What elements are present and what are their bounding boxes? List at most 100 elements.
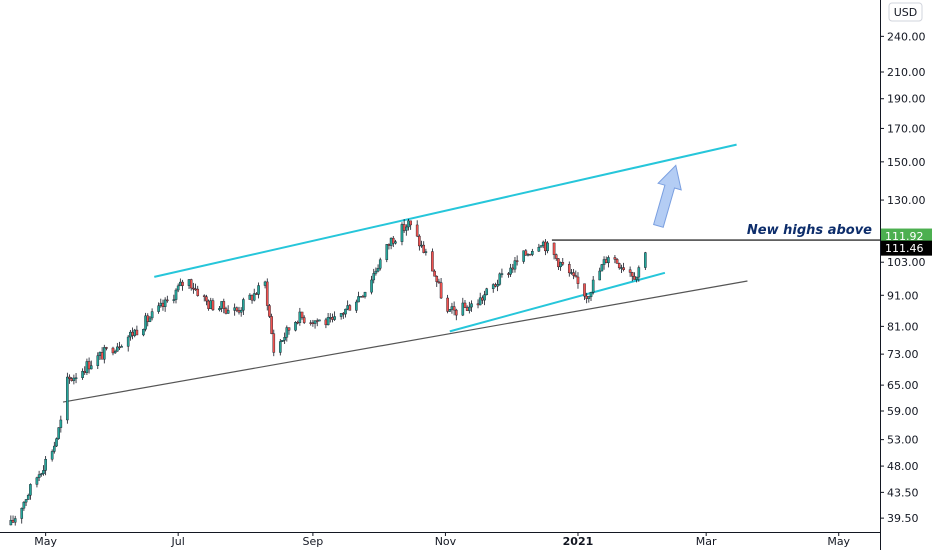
price-axis[interactable]: 39.50 43.50 48.00 53.00 59.00 65.00 73.00 81.00…	[880, 0, 926, 550]
time-tick-label: Mar	[696, 535, 717, 548]
candle	[424, 248, 428, 256]
candle	[309, 320, 313, 326]
candle	[498, 272, 502, 286]
candle	[324, 317, 328, 329]
candle	[116, 342, 119, 352]
candle-body	[617, 263, 621, 269]
candle	[644, 251, 647, 270]
candle-body	[220, 301, 223, 309]
candle	[29, 483, 32, 500]
candle-body	[120, 346, 123, 348]
candle	[355, 299, 358, 313]
time-axis[interactable]: May Jul Sep Nov 2021 Mar May	[0, 532, 880, 548]
candle-body	[302, 317, 306, 323]
candle-body	[355, 301, 358, 311]
candle	[59, 415, 63, 433]
candle-body	[242, 299, 245, 311]
candle-body	[66, 376, 69, 421]
candle	[554, 253, 558, 261]
candle-body	[389, 237, 393, 246]
candle	[513, 256, 517, 273]
candle	[635, 276, 638, 283]
candle-body	[255, 293, 258, 295]
candle-body	[483, 294, 486, 301]
candle-body	[98, 352, 102, 356]
candle-body	[422, 244, 426, 253]
candle-body	[174, 289, 178, 300]
candle	[83, 366, 87, 375]
candle	[552, 242, 556, 260]
candle	[257, 282, 260, 299]
currency-button[interactable]: USD	[888, 2, 923, 22]
candle	[541, 240, 545, 249]
candle	[72, 374, 76, 385]
candle-body	[72, 377, 76, 381]
candle	[35, 476, 39, 488]
candle-body	[454, 309, 458, 316]
price-tick-label: 65.00	[887, 379, 919, 392]
candle-body	[494, 284, 497, 287]
candle-body	[437, 281, 441, 284]
price-tick-label: 73.00	[887, 348, 919, 361]
candle	[511, 263, 515, 273]
level-price-badge-bg	[881, 228, 932, 244]
candle-body	[53, 445, 56, 452]
candle	[454, 308, 458, 321]
candle-body	[59, 419, 63, 428]
candle-body	[68, 376, 71, 379]
candle-body	[287, 327, 291, 331]
candle-body	[446, 297, 449, 312]
candle-body	[604, 259, 608, 264]
candle-body	[559, 262, 562, 268]
candle-body	[105, 347, 108, 349]
candle-body	[129, 331, 132, 338]
candle-body	[507, 273, 510, 275]
candle-body	[537, 247, 541, 252]
candle-body	[207, 300, 210, 309]
candle-body	[263, 281, 267, 286]
candle	[561, 257, 565, 266]
candle-body	[85, 361, 89, 373]
candle	[602, 256, 606, 270]
candle	[272, 329, 276, 357]
candle	[278, 339, 282, 356]
price-tick-label: 190.00	[887, 93, 926, 106]
candle	[11, 515, 15, 523]
candle-body	[405, 226, 408, 231]
candle	[172, 294, 176, 304]
last-price-badge: 111.46	[881, 240, 932, 256]
candle-body	[485, 288, 489, 295]
candle-body	[37, 474, 41, 478]
candle	[405, 224, 408, 236]
candle-body	[461, 302, 465, 316]
candle-body	[370, 279, 373, 293]
candle	[370, 275, 373, 295]
candle	[583, 283, 586, 301]
candle	[218, 305, 221, 312]
candle	[559, 261, 562, 271]
candle	[133, 328, 137, 338]
candle	[389, 237, 393, 250]
candle	[465, 305, 469, 311]
candle	[37, 470, 41, 482]
candle-body	[100, 352, 104, 360]
candle-body	[35, 477, 39, 485]
candle-body	[176, 285, 180, 291]
candle	[557, 258, 560, 270]
candle-body	[348, 305, 352, 311]
candle-body	[539, 245, 543, 248]
candle-body	[20, 507, 24, 519]
candle-body	[83, 371, 87, 373]
candle	[235, 306, 239, 313]
candle	[491, 283, 495, 293]
trendline	[449, 271, 666, 333]
candle	[126, 335, 130, 352]
candle-body	[374, 270, 378, 274]
candle-body	[622, 267, 625, 270]
candle	[233, 303, 236, 316]
candle	[622, 262, 625, 272]
candle	[44, 456, 47, 476]
candle-body	[644, 252, 647, 268]
